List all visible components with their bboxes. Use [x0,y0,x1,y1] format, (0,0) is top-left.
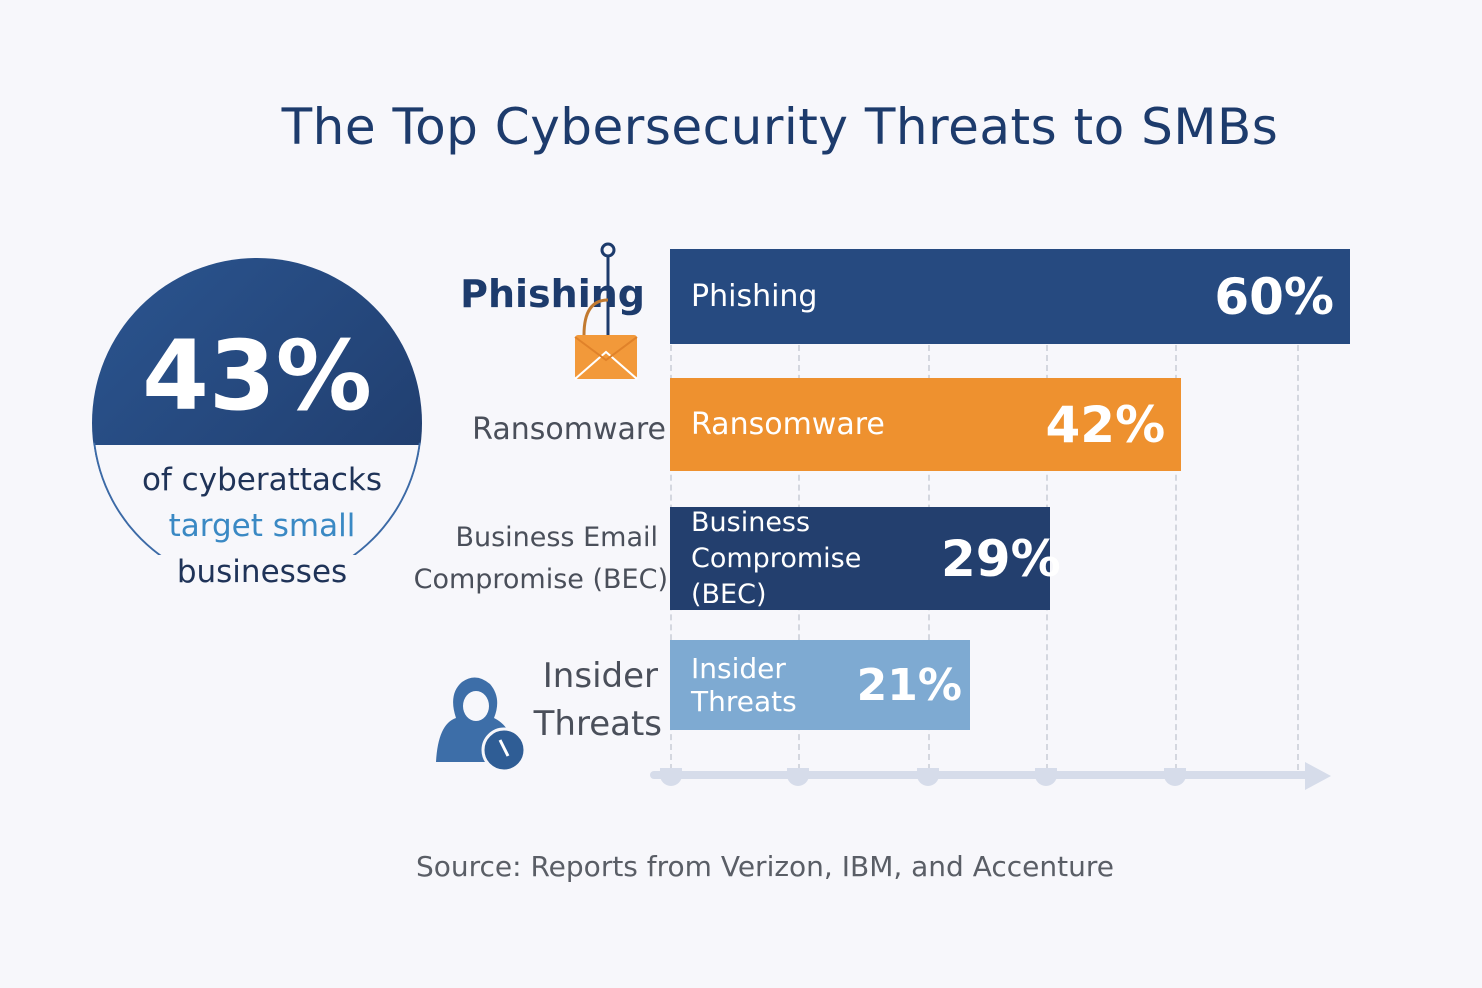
axis-tick [1035,768,1057,786]
phishing-hook-envelope-icon [574,242,638,380]
bar-insider-threats: Insider Threats 21% [670,640,970,730]
category-label-phishing: Phishing [460,272,645,316]
category-label-ransomware: Ransomware [472,412,666,447]
bar-value-label: 42% [1045,395,1166,454]
bar-value-label: 29% [941,529,1061,588]
x-axis-arrow-icon [1305,762,1331,790]
callout-value: 43% [142,320,372,432]
bar-ransomware: Ransomware 42% [670,378,1182,471]
bar-label: Ransomware [691,407,885,442]
bar-bec: Business Compromise (BEC) 29% [670,506,1061,610]
callout-fill [92,258,422,445]
axis-tick [1164,768,1186,786]
category-label-insider-1: Insider [542,656,658,696]
category-label-bec-1: Business Email [455,522,658,553]
callout-line-2: target small [168,508,356,544]
bar-value-label: 60% [1214,267,1334,326]
bar-value-label: 21% [856,659,962,711]
bar-label: Phishing [691,279,818,314]
source-note: Source: Reports from Verizon, IBM, and A… [415,850,1115,883]
chart-title: The Top Cybersecurity Threats to SMBs [281,98,1279,156]
callout-line-1: of cyberattacks [141,462,383,498]
callout-line-3: businesses [176,554,348,590]
axis-tick [787,768,809,786]
insider-threat-person-icon [436,677,527,773]
bar-label: Insider Threats [691,652,797,718]
stat-callout-circle: 43% [92,258,422,588]
axis-tick [917,768,939,786]
bar-label: Business Compromise (BEC) [691,506,862,610]
axis-tick [660,768,682,786]
category-label-insider-2: Threats [533,704,662,744]
category-label-bec-2: Compromise (BEC) [413,564,668,595]
gridline [1297,345,1299,770]
gridline [1175,345,1177,770]
x-axis [650,771,1310,779]
bar-phishing: Phishing 60% [670,249,1350,344]
